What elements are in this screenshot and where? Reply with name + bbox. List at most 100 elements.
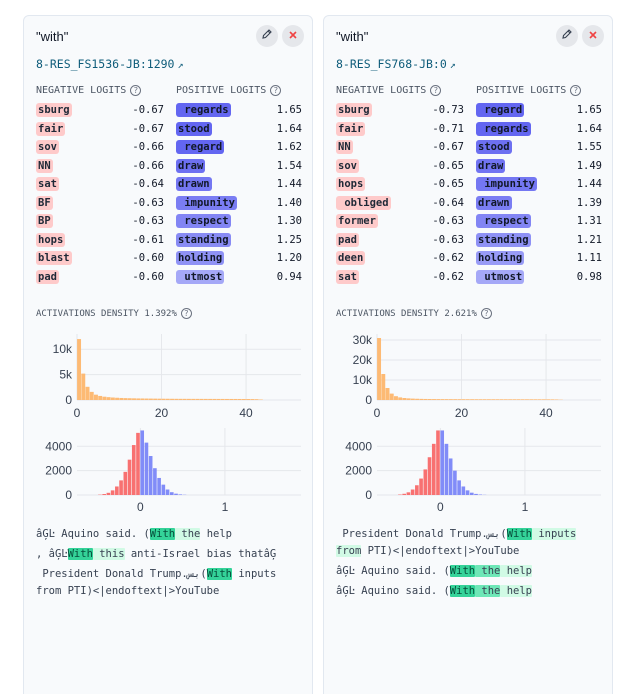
help-icon[interactable]: ? — [270, 85, 282, 96]
density-bar — [525, 399, 529, 400]
logit-value: -0.67 — [432, 141, 464, 154]
positive-hist-bar — [453, 470, 457, 495]
density-bar — [132, 398, 136, 400]
logit-value: 1.54 — [276, 159, 302, 172]
logit-row: sov -0.66 — [36, 138, 164, 157]
feature-id: 8-RES_FS768-JB:0 — [336, 57, 447, 71]
help-icon[interactable]: ? — [570, 85, 582, 96]
example-line[interactable]: President Donald Trump.بس(With inputs fr… — [336, 526, 606, 560]
negative-hist-bar — [431, 443, 436, 495]
example-line[interactable]: President Donald Trump.بس(With inputs fr… — [36, 566, 306, 600]
density-bar — [436, 399, 441, 400]
positive-hist-bar — [444, 443, 449, 495]
density-bar — [165, 398, 170, 400]
density-label: ACTIVATIONS DENSITY 2.621% — [336, 308, 477, 319]
example-line[interactable]: âĢĿ Aquino said. (With the help — [336, 583, 606, 600]
logit-token: stood — [176, 121, 212, 136]
logit-value: -0.61 — [132, 233, 164, 246]
density-bar — [503, 399, 508, 400]
example-line[interactable]: , âĢĿWith this anti-Israel bias thatâĢ — [36, 546, 306, 563]
negative-hist-bar — [402, 493, 406, 495]
density-bar — [389, 393, 394, 400]
feature-link[interactable]: 8-RES_FS1536-JB:1290 ↗ — [36, 57, 184, 71]
logit-row: respect 1.31 — [476, 212, 602, 231]
logit-token: stood — [476, 140, 512, 155]
header-label: NEGATIVE LOGITS — [36, 85, 127, 96]
density-bar — [77, 339, 82, 400]
logit-row: utmost 0.98 — [476, 268, 602, 287]
help-icon[interactable]: ? — [480, 308, 492, 319]
logit-row: sburg -0.73 — [336, 101, 464, 120]
help-icon[interactable]: ? — [130, 85, 142, 96]
y-tick-label: 10k — [53, 342, 73, 356]
density-bar — [94, 394, 98, 400]
example-line[interactable]: âĢĿ Aquino said. (With the help — [336, 563, 606, 580]
logit-token: former — [336, 214, 378, 229]
example-text: President Donald Trump.بس( — [336, 528, 507, 540]
help-icon[interactable]: ? — [430, 85, 442, 96]
density-bar — [533, 399, 538, 400]
negative-hist-bar — [415, 485, 419, 495]
logit-value: -0.66 — [132, 159, 164, 172]
logit-row: sburg -0.67 — [36, 101, 164, 120]
header-label: POSITIVE LOGITS — [176, 85, 267, 96]
negative-hist-bar — [102, 494, 106, 495]
example-text: President Donald Trump.بس( — [36, 568, 207, 580]
logit-value: 1.30 — [276, 215, 302, 228]
logit-token: respect — [476, 214, 531, 229]
highlighted-token: this — [92, 548, 125, 560]
example-text — [576, 528, 582, 540]
example-text: âĢĿ Aquino said. ( — [36, 528, 150, 540]
logit-token: regards — [176, 103, 231, 118]
density-bar — [225, 398, 229, 400]
logit-row: fair -0.67 — [36, 120, 164, 139]
help-icon[interactable]: ? — [180, 308, 192, 319]
density-bar — [508, 399, 513, 400]
logit-token: drawn — [476, 195, 512, 210]
positive-hist-bar — [157, 477, 161, 495]
edit-button[interactable] — [556, 25, 578, 47]
feature-link[interactable]: 8-RES_FS768-JB:0 ↗ — [336, 57, 456, 71]
density-bar — [398, 397, 403, 400]
feature-title: "with" — [336, 29, 369, 44]
density-bar — [495, 399, 500, 400]
logit-row: fair -0.71 — [336, 120, 464, 139]
density-bar — [440, 399, 445, 400]
example-text: âĢĿ Aquino said. ( — [336, 585, 450, 597]
highlighted-token: With — [449, 585, 476, 597]
positive-hist-bar — [474, 493, 478, 495]
logit-token: respect — [176, 214, 231, 229]
density-bar — [89, 391, 94, 400]
close-button[interactable] — [582, 25, 604, 47]
density-bar — [182, 398, 187, 400]
density-bar — [157, 398, 162, 400]
logit-token: holding — [176, 251, 225, 266]
example-line[interactable]: âĢĿ Aquino said. (With the help — [36, 526, 306, 543]
feature-title: "with" — [36, 29, 69, 44]
logit-token: holding — [476, 251, 525, 266]
positive-hist-bar — [144, 442, 149, 495]
external-link-icon: ↗ — [177, 60, 184, 71]
positive-hist-bar — [465, 490, 470, 495]
close-button[interactable] — [282, 25, 304, 47]
density-bar — [402, 398, 407, 400]
positive-hist-bar — [165, 489, 170, 495]
highlighted-token: With — [206, 568, 233, 580]
density-bar — [153, 398, 158, 400]
logit-token: pad — [336, 232, 359, 247]
density-bar — [237, 398, 242, 400]
logit-value: 1.31 — [576, 215, 602, 228]
positive-hist-bar — [174, 493, 178, 495]
activation-examples: âĢĿ Aquino said. (With the help , âĢĿWith… — [36, 526, 306, 603]
negative-hist-bar — [127, 459, 132, 495]
logit-token: draw — [476, 158, 506, 173]
highlighted-token: the — [175, 528, 201, 540]
density-header: ACTIVATIONS DENSITY 1.392%? — [36, 308, 192, 319]
edit-button[interactable] — [256, 25, 278, 47]
density-bar — [461, 399, 466, 400]
logit-value: 1.65 — [276, 104, 302, 117]
logit-row: regard 1.62 — [176, 138, 302, 157]
logit-value: -0.67 — [132, 122, 164, 135]
density-bar — [482, 399, 487, 400]
logit-token: BF — [36, 195, 53, 210]
